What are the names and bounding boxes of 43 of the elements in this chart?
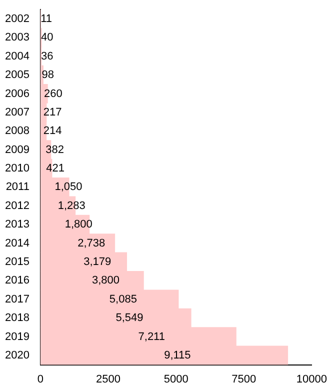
y-tick-label: 2011 (6, 181, 30, 194)
data-label: 98 (42, 69, 54, 82)
data-label: 1,800 (64, 218, 92, 231)
y-tick-label: 2018 (4, 312, 30, 324)
data-label: 1,283 (58, 200, 86, 212)
data-label: 3,179 (84, 256, 112, 268)
x-tick-label: 0 (37, 373, 44, 386)
data-label: 3,800 (92, 274, 120, 287)
data-label: 7,211 (138, 330, 165, 343)
y-tick-label: 2009 (4, 144, 30, 156)
data-label: 421 (46, 162, 65, 175)
data-label: 11 (40, 12, 52, 25)
y-tick-label: 2016 (4, 274, 30, 287)
y-tick-label: 2015 (4, 256, 30, 268)
y-tick-label: 2017 (4, 293, 30, 306)
y-tick-label: 2004 (4, 50, 30, 62)
data-label: 9,115 (164, 349, 191, 362)
y-tick-label: 2005 (4, 69, 30, 82)
y-tick-label: 2014 (4, 237, 30, 250)
x-tick-label: 5000 (164, 373, 188, 386)
y-tick-label: 2020 (4, 349, 30, 362)
y-tick-label: 2013 (4, 218, 30, 231)
data-label: 217 (43, 106, 62, 118)
y-tick-label: 2012 (4, 200, 30, 212)
y-tick-label: 2007 (4, 106, 30, 118)
data-label: 36 (40, 50, 54, 62)
x-tick-label: 10000 (296, 373, 328, 386)
y-tick-label: 2008 (4, 125, 30, 138)
y-tick-label: 2010 (4, 162, 30, 175)
data-label: 5,085 (109, 293, 137, 306)
data-label: 260 (44, 88, 62, 100)
y-tick-label: 2002 (4, 12, 30, 25)
data-label: 2,738 (78, 237, 106, 250)
data-label: 40 (41, 32, 54, 44)
data-label: 214 (43, 125, 62, 138)
data-label: 382 (46, 144, 64, 156)
data-label: 1,050 (54, 181, 82, 194)
y-tick-label: 2003 (4, 32, 30, 44)
x-tick-label: 7500 (232, 373, 256, 386)
x-tick-label: 2500 (96, 373, 121, 386)
data-label: 5,549 (116, 312, 144, 324)
y-tick-label: 2019 (4, 330, 30, 343)
y-tick-label: 2006 (4, 88, 30, 100)
